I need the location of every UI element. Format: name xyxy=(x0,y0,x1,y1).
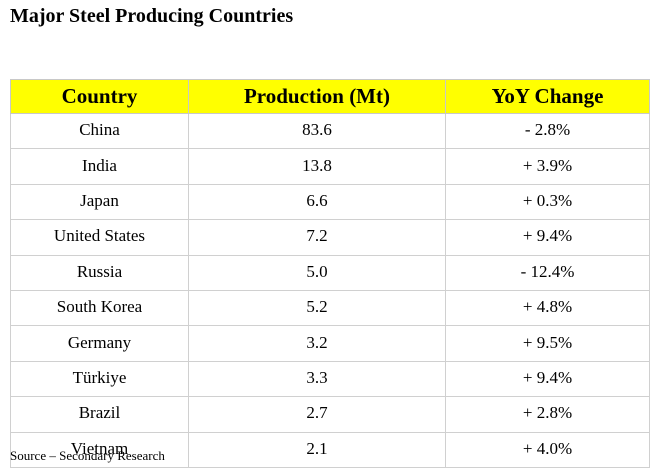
column-header: YoY Change xyxy=(445,79,650,114)
table-cell: + 2.8% xyxy=(445,396,650,433)
table-cell: 5.2 xyxy=(188,289,446,327)
table-cell: 3.3 xyxy=(188,360,446,398)
table-body: China 83.6- 2.8% India 13.8 + 3.9% Japan 6.6 + … xyxy=(10,112,650,468)
table-cell: + 3.9% xyxy=(445,148,650,185)
table-cell: 5.0 xyxy=(188,254,446,291)
table-row: Brazil 2.7 + 2.8% xyxy=(10,396,650,433)
table-row: South Korea 5.2 + 4.8% xyxy=(10,289,650,327)
table-cell: - 2.8% xyxy=(445,112,650,150)
table-row: Türkiye 3.3 + 9.4% xyxy=(10,360,650,398)
table-cell: + 9.5% xyxy=(445,325,650,362)
column-header: Country xyxy=(10,79,189,114)
table-cell: Türkiye xyxy=(10,360,189,398)
header-row: Country Production (Mt) YoY Change xyxy=(10,79,650,114)
table-cell: 6.6 xyxy=(188,183,446,221)
table-row: Vietnam 2.1 + 4.0% xyxy=(10,431,650,468)
table-cell: India xyxy=(10,148,189,185)
table-row: Russia 5.0- 12.4% xyxy=(10,254,650,291)
column-header: Production (Mt) xyxy=(188,79,446,114)
table-cell: + 9.4% xyxy=(445,219,650,256)
table-cell: South Korea xyxy=(10,289,189,327)
table-row: Japan 6.6 + 0.3% xyxy=(10,183,650,221)
table-cell: 3.2 xyxy=(188,325,446,362)
table-row: Germany 3.2 + 9.5% xyxy=(10,325,650,362)
table-row: India 13.8 + 3.9% xyxy=(10,148,650,185)
table-cell: 2.7 xyxy=(188,396,446,433)
title: Major Steel Producing Countries xyxy=(10,5,294,27)
table-cell: China xyxy=(10,112,189,150)
table-row: China 83.6- 2.8% xyxy=(10,112,650,150)
table-cell: 13.8 xyxy=(188,148,446,185)
table-cell: Vietnam xyxy=(10,431,189,468)
source-note: Source – Secondary Research xyxy=(10,448,165,463)
table-cell: + 4.8% xyxy=(445,289,650,327)
table-cell: 7.2 xyxy=(188,219,446,256)
table-cell: Russia xyxy=(10,254,189,291)
table-cell: + 9.4% xyxy=(445,360,650,398)
table-cell: Germany xyxy=(10,325,189,362)
table-cell: 2.1 xyxy=(188,431,446,468)
data-table: Country Production (Mt) YoY Change China 83… xyxy=(10,79,650,468)
table-cell: 83.6 xyxy=(188,112,446,150)
table-row: United States 7.2 + 9.4% xyxy=(10,219,650,256)
table-cell: United States xyxy=(10,219,189,256)
table-cell: + 0.3% xyxy=(445,183,650,221)
table-cell: Brazil xyxy=(10,396,189,433)
table-cell: - 12.4% xyxy=(445,254,650,291)
table-cell: Japan xyxy=(10,183,189,221)
table-cell: + 4.0% xyxy=(445,431,650,468)
